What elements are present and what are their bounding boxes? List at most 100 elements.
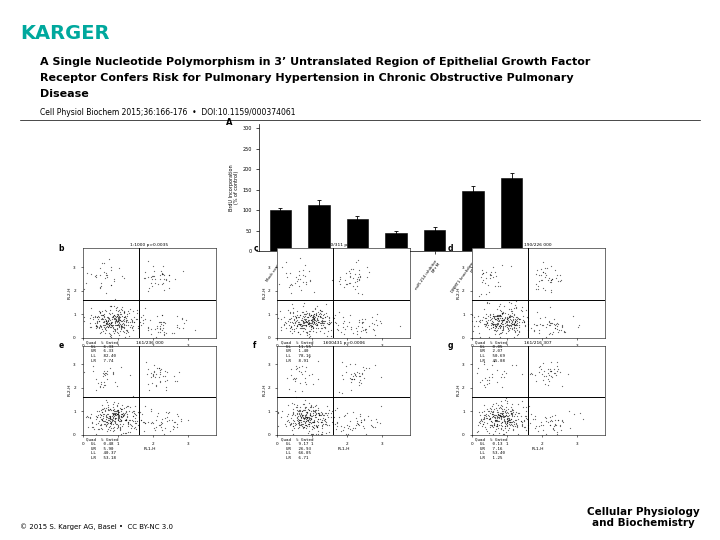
Point bbox=[498, 415, 510, 424]
Point bbox=[507, 320, 518, 328]
Point bbox=[319, 313, 330, 322]
Point bbox=[161, 367, 173, 376]
Point bbox=[287, 308, 299, 317]
Text: Quad  % Gated
  UL   11.55
  UR   1.40
  LL   78.16
  LR   8.91: Quad % Gated UL 11.55 UR 1.40 LL 78.16 L… bbox=[281, 340, 313, 362]
Point bbox=[512, 313, 523, 322]
Point bbox=[292, 318, 303, 327]
Point bbox=[323, 320, 335, 328]
Point bbox=[116, 321, 127, 330]
Point bbox=[311, 320, 323, 328]
Point bbox=[305, 411, 317, 420]
Point bbox=[103, 318, 114, 327]
Point bbox=[284, 318, 296, 326]
Point bbox=[504, 417, 516, 426]
Point bbox=[292, 414, 303, 423]
Point bbox=[320, 415, 331, 423]
Point bbox=[508, 304, 520, 313]
Point bbox=[114, 403, 125, 412]
Point bbox=[500, 318, 512, 327]
Point bbox=[156, 270, 167, 279]
Point bbox=[505, 318, 516, 327]
Point bbox=[294, 416, 306, 424]
Point bbox=[309, 408, 320, 416]
Point bbox=[112, 409, 124, 417]
Point bbox=[119, 312, 130, 320]
Point bbox=[495, 423, 506, 432]
Point bbox=[287, 300, 298, 309]
Point bbox=[109, 378, 121, 387]
Point bbox=[492, 278, 503, 286]
Point bbox=[91, 318, 102, 327]
Point bbox=[91, 313, 103, 321]
Point bbox=[505, 417, 517, 426]
Point bbox=[148, 267, 159, 275]
Point bbox=[503, 416, 515, 424]
Point bbox=[307, 319, 318, 328]
Point bbox=[521, 403, 532, 411]
Point bbox=[115, 413, 127, 422]
Point bbox=[320, 324, 331, 333]
Y-axis label: FL2-H: FL2-H bbox=[456, 384, 461, 396]
Point bbox=[482, 318, 493, 327]
Point bbox=[118, 317, 130, 326]
Point bbox=[478, 381, 490, 389]
Point bbox=[323, 406, 335, 414]
Point bbox=[506, 400, 518, 409]
Point bbox=[284, 314, 295, 323]
Point bbox=[366, 421, 377, 430]
Point bbox=[154, 270, 166, 279]
Point bbox=[487, 316, 498, 325]
Point bbox=[492, 410, 503, 418]
Point bbox=[331, 417, 343, 426]
Point bbox=[300, 413, 311, 422]
Point bbox=[311, 417, 323, 426]
Point bbox=[102, 370, 113, 379]
Point bbox=[129, 402, 140, 410]
Point bbox=[534, 326, 545, 334]
Point bbox=[533, 363, 544, 372]
Point bbox=[500, 411, 511, 420]
Point bbox=[114, 315, 126, 324]
Point bbox=[300, 367, 311, 375]
Point bbox=[489, 413, 500, 421]
Point bbox=[120, 415, 131, 424]
Point bbox=[503, 411, 515, 420]
Point bbox=[304, 319, 315, 328]
Point bbox=[315, 408, 326, 416]
Point bbox=[492, 314, 503, 323]
Point bbox=[303, 315, 315, 324]
Point bbox=[154, 421, 166, 429]
Point bbox=[498, 430, 510, 438]
Point bbox=[485, 315, 497, 323]
Point bbox=[120, 407, 132, 416]
Point bbox=[135, 312, 147, 321]
Point bbox=[122, 318, 134, 326]
Point bbox=[289, 424, 300, 433]
Point bbox=[348, 408, 359, 417]
Point bbox=[284, 268, 296, 277]
Point bbox=[360, 363, 372, 372]
Point bbox=[85, 311, 96, 320]
Point bbox=[320, 414, 331, 423]
Point bbox=[483, 299, 495, 308]
Point bbox=[105, 319, 117, 327]
Point bbox=[307, 411, 319, 420]
Point bbox=[577, 415, 588, 423]
Point bbox=[490, 416, 501, 425]
Point bbox=[505, 305, 517, 313]
Point bbox=[505, 407, 516, 415]
Point bbox=[301, 408, 312, 417]
Point bbox=[323, 409, 334, 417]
Point bbox=[351, 282, 362, 291]
Point bbox=[492, 314, 503, 322]
Point bbox=[101, 323, 112, 332]
Point bbox=[91, 316, 103, 325]
Point bbox=[492, 312, 504, 321]
Point bbox=[482, 322, 493, 331]
Point bbox=[468, 313, 480, 322]
Point bbox=[500, 321, 512, 329]
Point bbox=[122, 420, 134, 429]
Point bbox=[312, 307, 324, 316]
Point bbox=[483, 375, 495, 384]
Point bbox=[319, 323, 330, 332]
